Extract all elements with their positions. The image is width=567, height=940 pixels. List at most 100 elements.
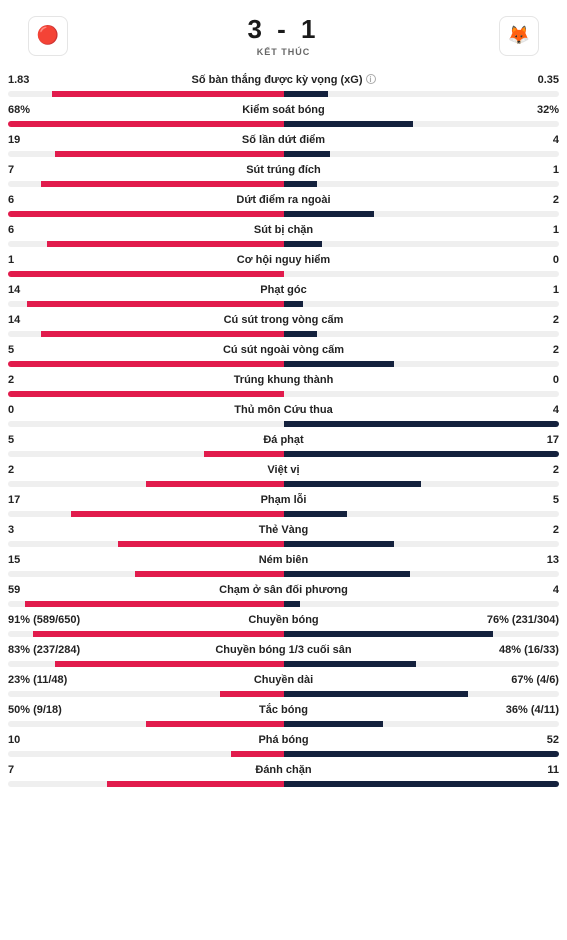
stat-bar [8,601,559,607]
stat-bar-away-fill [284,541,394,547]
stat-bar [8,451,559,457]
stat-bar-home-fill [41,331,283,337]
stat-bar-home-fill [25,601,284,607]
stat-head: 14Phạt góc1 [8,283,559,297]
stat-away-value: 4 [469,403,559,417]
stat-bar-away-fill [284,241,323,247]
stat-away-value: 2 [469,523,559,537]
stat-row: 19Số lần dứt điểm4 [8,133,559,157]
match-status: KẾT THÚC [247,47,319,57]
stat-row: 1.83Số bàn thắng được kỳ vọng (xG)i0.35 [8,73,559,97]
stat-row: 7Đánh chặn11 [8,763,559,787]
stat-bar-away-fill [284,511,347,517]
stat-away-value: 1 [469,223,559,237]
stats-list: 1.83Số bàn thắng được kỳ vọng (xG)i0.356… [8,73,559,787]
stat-home-value: 6 [8,223,98,237]
stat-bar [8,541,559,547]
stat-bar [8,361,559,367]
stat-bar-home-fill [107,781,283,787]
stat-label: Thẻ Vàng [259,523,309,537]
stat-home-value: 6 [8,193,98,207]
stat-home-value: 1 [8,253,98,267]
stat-head: 7Sút trúng đích1 [8,163,559,177]
stat-bar-home-fill [204,451,284,457]
stat-row: 5Đá phạt17 [8,433,559,457]
stat-label: Phạt góc [260,283,306,297]
stat-label: Sút trúng đích [246,163,321,177]
stat-bar-home-fill [8,121,284,127]
stat-home-value: 15 [8,553,98,567]
stat-bar-home-fill [220,691,283,697]
stat-head: 14Cú sút trong vòng cấm2 [8,313,559,327]
stat-home-value: 83% (237/284) [8,643,98,657]
stat-bar-away-fill [284,661,416,667]
stat-row: 0Thủ môn Cứu thua4 [8,403,559,427]
stat-row: 3Thẻ Vàng2 [8,523,559,547]
stat-away-value: 32% [469,103,559,117]
stat-label: Dứt điểm ra ngoài [236,193,330,207]
stat-bar-away-fill [284,451,560,457]
stat-head: 68%Kiểm soát bóng32% [8,103,559,117]
stat-away-value: 4 [469,583,559,597]
stat-head: 1.83Số bàn thắng được kỳ vọng (xG)i0.35 [8,73,559,87]
stat-row: 10Phá bóng52 [8,733,559,757]
stat-label: Đánh chặn [255,763,311,777]
stat-bar-home-fill [135,571,284,577]
away-crest: 🦊 [499,16,539,56]
stat-label: Tắc bóng [259,703,308,717]
stat-bar [8,391,559,397]
stat-head: 19Số lần dứt điểm4 [8,133,559,147]
stat-bar-away-fill [284,91,328,97]
stat-bar-away-fill [284,421,560,427]
stat-head: 5Cú sút ngoài vòng cấm2 [8,343,559,357]
stat-label: Thủ môn Cứu thua [234,403,332,417]
stat-label: Việt vị [267,463,299,477]
stat-bar [8,181,559,187]
stat-bar-home-fill [33,631,284,637]
stat-home-value: 7 [8,163,98,177]
stat-home-value: 14 [8,283,98,297]
stat-home-value: 19 [8,133,98,147]
stat-head: 10Phá bóng52 [8,733,559,747]
stat-away-value: 4 [469,133,559,147]
stat-head: 6Dứt điểm ra ngoài2 [8,193,559,207]
stat-label: Đá phạt [263,433,303,447]
match-header: 🔴 3 - 1 KẾT THÚC 🦊 [8,10,559,71]
stat-bar-away-fill [284,601,301,607]
stat-row: 17Phạm lỗi5 [8,493,559,517]
stat-label: Kiểm soát bóng [242,103,325,117]
stat-label: Phạm lỗi [261,493,307,507]
stat-head: 23% (11/48)Chuyền dài67% (4/6) [8,673,559,687]
stat-bar [8,151,559,157]
stat-label: Chuyền dài [254,673,313,687]
stat-home-value: 5 [8,343,98,357]
stat-home-value: 10 [8,733,98,747]
stat-row: 7Sút trúng đích1 [8,163,559,187]
score-text: 3 - 1 [247,14,319,45]
stat-label: Trúng khung thành [234,373,334,387]
stat-bar [8,301,559,307]
stat-row: 2Việt vị2 [8,463,559,487]
stat-home-value: 17 [8,493,98,507]
stat-home-value: 1.83 [8,73,98,87]
stat-bar-home-fill [146,721,284,727]
stat-bar-away-fill [284,181,317,187]
stat-bar-away-fill [284,151,331,157]
stat-away-value: 0.35 [469,73,559,87]
stat-label: Phá bóng [258,733,308,747]
stat-bar [8,271,559,277]
stat-bar [8,331,559,337]
stat-row: 6Dứt điểm ra ngoài2 [8,193,559,217]
stat-row: 91% (589/650)Chuyền bóng76% (231/304) [8,613,559,637]
stat-label: Cơ hội nguy hiểm [237,253,330,267]
info-icon[interactable]: i [366,74,376,84]
stat-bar-away-fill [284,631,493,637]
stat-bar [8,721,559,727]
stat-bar-home-fill [55,661,284,667]
stat-bar [8,421,559,427]
stat-label: Cú sút trong vòng cấm [224,313,344,327]
stat-bar [8,661,559,667]
stat-bar-away-fill [284,361,394,367]
stat-bar-home-fill [52,91,283,97]
stat-bar [8,691,559,697]
